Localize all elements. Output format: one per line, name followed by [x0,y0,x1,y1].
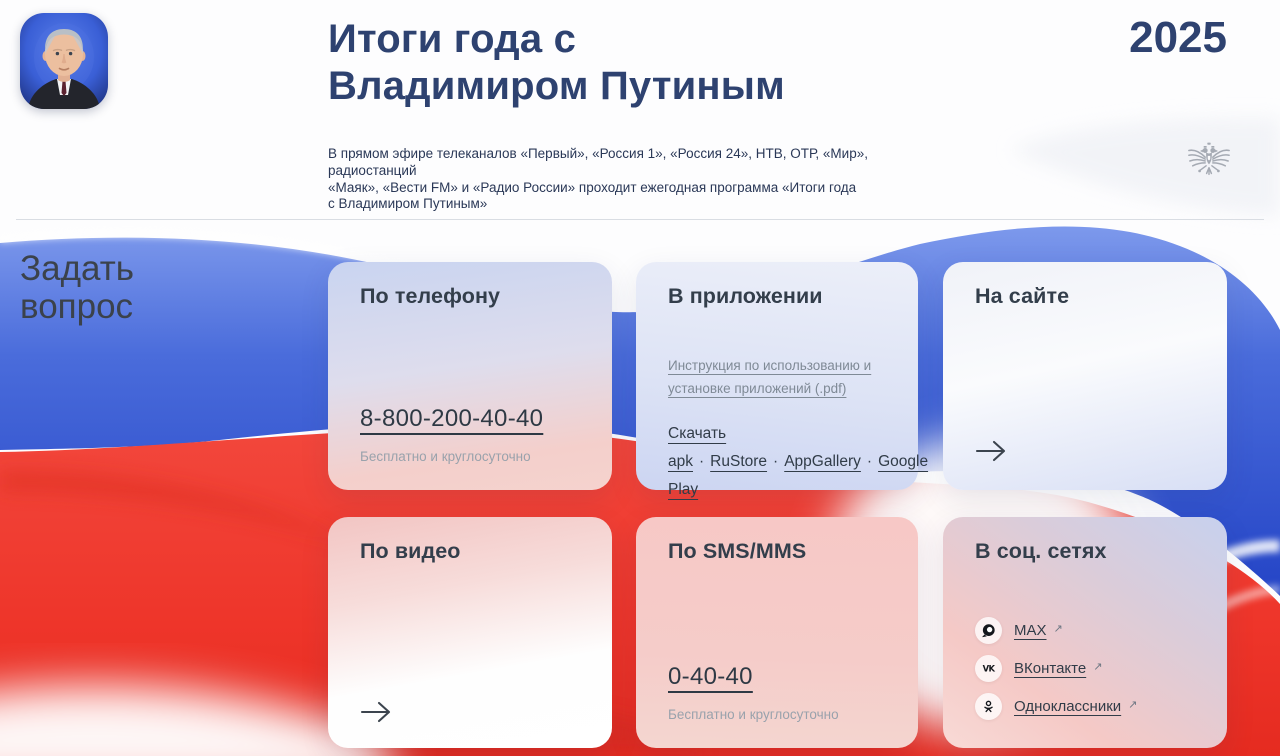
sms-note: Бесплатно и круглосуточно [668,707,839,722]
app-instruction-link[interactable]: Инструкция по использованию и установке … [668,358,872,396]
arrow-right-icon[interactable] [360,700,392,724]
sms-number-link[interactable]: 0-40-40 [668,663,753,690]
card-site-title: На сайте [975,284,1070,308]
page-title-line1: Итоги года с [328,17,577,61]
page-title: Итоги года с Владимиром Путиным [328,16,785,110]
social-link-odnoklassniki[interactable]: Одноклассники ↗ [975,693,1137,720]
card-phone: По телефону 8-800-200-40-40 Бесплатно и … [328,262,612,490]
subtitle-line: «Маяк», «Вести FM» и «Радио России» прох… [328,179,857,195]
card-video-title: По видео [360,539,461,563]
card-sms: По SMS/MMS 0-40-40 Бесплатно и круглосут… [636,517,918,748]
social-links-list: MAX ↗ VK ВКонтакте ↗ [975,617,1137,720]
phone-note: Бесплатно и круглосуточно [360,449,531,464]
google-play-link[interactable]: Google Play [668,453,929,498]
putin-portrait-icon [20,13,108,109]
social-label: ВКонтакте [1014,659,1087,677]
year-label: 2025 [1129,13,1227,62]
card-app: В приложении Инструкция по использованию… [636,262,928,498]
social-label: Одноклассники [1014,697,1122,715]
ask-question-heading: Задать вопрос [20,250,134,326]
external-link-icon: ↗ [1053,623,1063,635]
link-separator: · [773,453,779,470]
page-title-line2: Владимиром Путиным [328,64,785,108]
card-social-title: В соц. сетях [975,539,1107,563]
link-separator: · [699,453,705,470]
rustore-link[interactable]: RuStore [710,453,768,470]
odnoklassniki-icon [975,693,1002,720]
external-link-icon: ↗ [1128,699,1138,711]
coat-of-arms-icon [1188,142,1230,176]
card-social: В соц. сетях MAX ↗ [943,517,1227,748]
social-link-max[interactable]: MAX ↗ [975,617,1137,644]
arrow-right-icon[interactable] [975,439,1007,463]
card-site[interactable]: На сайте [943,262,1227,490]
subtitle-line: В прямом эфире телеканалов «Первый», «Ро… [328,146,868,178]
ask-line1: Задать [20,249,134,288]
external-link-icon: ↗ [1093,661,1103,673]
link-separator: · [866,453,873,470]
card-sms-title: По SMS/MMS [668,539,807,563]
header-divider [16,219,1264,220]
max-messenger-icon [975,617,1002,644]
phone-number-link[interactable]: 8-800-200-40-40 [360,405,544,432]
card-phone-title: По телефону [360,284,501,308]
broadcast-subtitle: В прямом эфире телеканалов «Первый», «Ро… [328,146,938,213]
ask-line2: вопрос [20,287,134,326]
app-store-links: Скачать apk · RuStore · AppGallery · Google Pl… [668,420,928,504]
card-video[interactable]: По видео [328,517,612,748]
appgallery-link[interactable]: AppGallery [784,453,861,470]
putin-avatar [20,13,108,109]
card-app-title: В приложении [668,284,823,308]
subtitle-line: с Владимиром Путиным» [328,196,488,212]
svg-text:VK: VK [983,664,996,674]
social-link-vkontakte[interactable]: VK ВКонтакте ↗ [975,655,1137,682]
vk-icon: VK [975,655,1002,682]
download-apk-link[interactable]: Скачать apk [668,425,727,470]
social-label: MAX [1014,621,1047,639]
